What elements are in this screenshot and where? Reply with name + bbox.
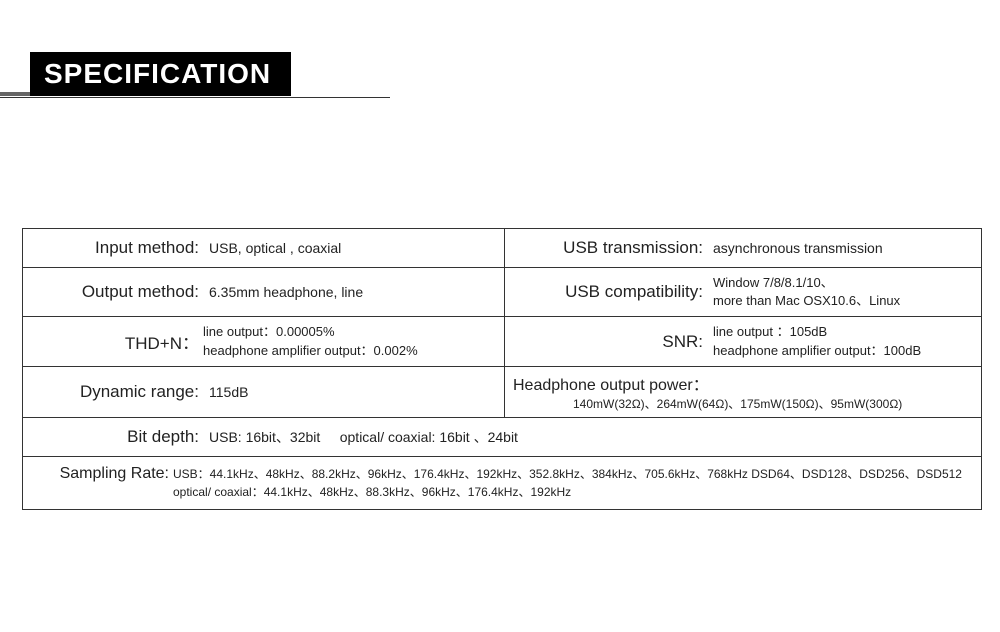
cell-thd-n: THD+N： line output：0.00005% headphone am… — [23, 317, 505, 365]
label: THD+N： — [31, 329, 199, 354]
cell-usb-transmission: USB transmission: asynchronous transmiss… — [505, 229, 981, 267]
value: 140mW(32Ω)、264mW(64Ω)、175mW(150Ω)、95mW(3… — [513, 395, 902, 413]
value: USB: 16bit、32bit optical/ coaxial: 16bit… — [199, 427, 518, 447]
value: line output ：105dB headphone amplifier o… — [703, 323, 921, 359]
label: USB transmission: — [513, 238, 703, 258]
cell-dynamic-range: Dynamic range: 115dB — [23, 367, 505, 417]
cell-snr: SNR: line output ：105dB headphone amplif… — [505, 317, 981, 365]
cell-bit-depth: Bit depth: USB: 16bit、32bit optical/ coa… — [23, 418, 981, 456]
value-line: line output：0.00005% — [203, 323, 418, 341]
cell-input-method: Input method: USB, optical , coaxial — [23, 229, 505, 267]
table-row: THD+N： line output：0.00005% headphone am… — [23, 317, 981, 366]
label: Output method: — [31, 282, 199, 302]
header-bar: SPECIFICATION — [0, 52, 390, 96]
value: line output：0.00005% headphone amplifier… — [199, 323, 418, 359]
header-underline — [0, 97, 390, 98]
label: Input method: — [31, 238, 199, 258]
label: USB compatibility: — [513, 282, 703, 302]
value-line: headphone amplifier output：0.002% — [203, 342, 418, 360]
label: Sampling Rate: — [31, 465, 169, 483]
spec-table: Input method: USB, optical , coaxial USB… — [22, 228, 982, 510]
value: USB, optical , coaxial — [199, 240, 341, 256]
table-row: Dynamic range: 115dB Headphone output po… — [23, 367, 981, 418]
value: Window 7/8/8.1/10、 more than Mac OSX10.6… — [703, 274, 900, 310]
value-line: more than Mac OSX10.6、Linux — [713, 292, 900, 310]
value-line: headphone amplifier output：100dB — [713, 342, 921, 360]
header-title: SPECIFICATION — [30, 52, 291, 96]
table-row: Bit depth: USB: 16bit、32bit optical/ coa… — [23, 418, 981, 457]
header-accent — [0, 92, 30, 96]
label: Bit depth: — [31, 427, 199, 447]
cell-headphone-output-power: Headphone output power： 140mW(32Ω)、264mW… — [505, 367, 981, 417]
cell-usb-compatibility: USB compatibility: Window 7/8/8.1/10、 mo… — [505, 268, 981, 316]
value-line: Window 7/8/8.1/10、 — [713, 274, 900, 292]
table-row: Sampling Rate: USB：44.1kHz、48kHz、88.2kHz… — [23, 457, 981, 509]
value-line: line output ：105dB — [713, 323, 921, 341]
value: 6.35mm headphone, line — [199, 284, 363, 300]
label: SNR: — [513, 332, 703, 352]
cell-output-method: Output method: 6.35mm headphone, line — [23, 268, 505, 316]
label: Dynamic range: — [31, 382, 199, 402]
value-line: optical/ coaxial：44.1kHz、48kHz、88.3kHz、9… — [173, 483, 962, 501]
value-line: USB：44.1kHz、48kHz、88.2kHz、96kHz、176.4kHz… — [173, 465, 962, 483]
value: USB：44.1kHz、48kHz、88.2kHz、96kHz、176.4kHz… — [169, 465, 962, 501]
cell-sampling-rate: Sampling Rate: USB：44.1kHz、48kHz、88.2kHz… — [23, 457, 981, 509]
label: Headphone output power： — [513, 371, 709, 395]
table-row: Output method: 6.35mm headphone, line US… — [23, 268, 981, 317]
value: asynchronous transmission — [703, 240, 883, 256]
table-row: Input method: USB, optical , coaxial USB… — [23, 229, 981, 268]
value: 115dB — [199, 384, 248, 400]
